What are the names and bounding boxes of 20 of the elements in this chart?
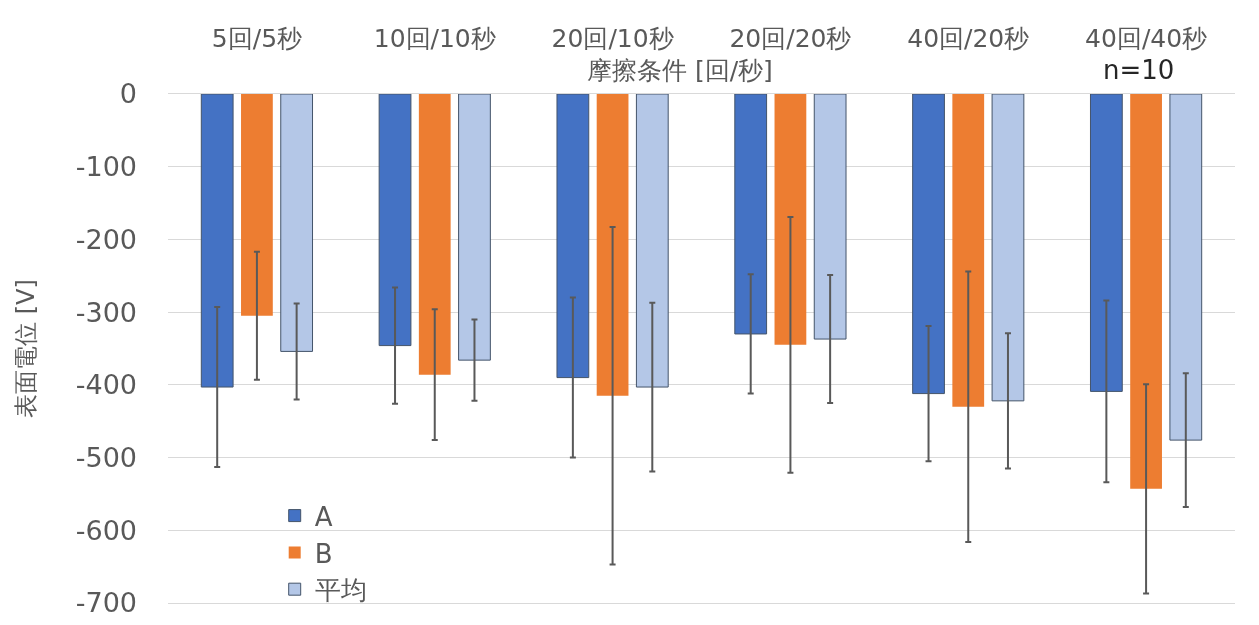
x-tick-label: 10回/10秒 (373, 24, 496, 53)
y-tick-label: -700 (75, 587, 137, 619)
y-tick-label: -500 (75, 442, 137, 474)
y-tick-label: 0 (119, 78, 137, 110)
y-axis-title: 表面電位 [V] (11, 279, 40, 418)
legend-label: B (314, 538, 333, 569)
x-tick-label: 40回/20秒 (907, 24, 1030, 53)
legend-label: A (314, 501, 333, 532)
y-tick-label: -600 (75, 514, 137, 546)
y-tick-label: -400 (75, 369, 137, 401)
x-tick-label: 20回/10秒 (551, 24, 674, 53)
x-tick-label: 5回/5秒 (211, 24, 303, 53)
x-axis-title: 摩擦条件 [回/秒] (587, 56, 773, 85)
y-tick-label: -300 (75, 296, 137, 328)
legend-label: 平均 (314, 575, 367, 606)
text: n=10 (1103, 55, 1175, 85)
y-tick-label: -100 (75, 151, 137, 183)
x-tick-label: 40回/40秒 (1085, 24, 1208, 53)
x-tick-label: 20回/20秒 (729, 24, 852, 53)
y-tick-label: -200 (75, 223, 137, 255)
